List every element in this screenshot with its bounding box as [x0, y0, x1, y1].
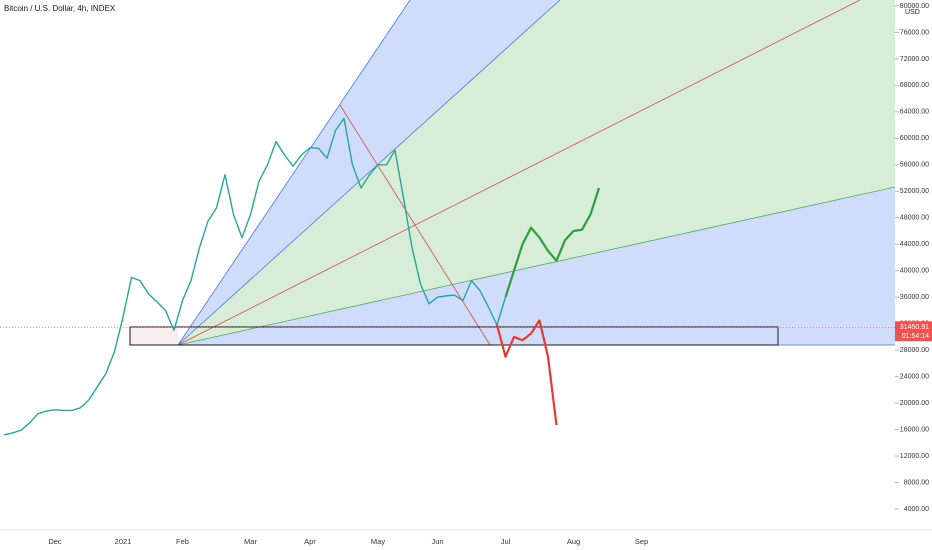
y-tick-label: 48000.00	[900, 215, 929, 222]
chart-title: Bitcoin / U.S. Dollar, 4h, INDEX	[4, 4, 116, 13]
axes: 4000.00 8000.00 12000.00 16000.00 20000.00 24…	[48, 3, 932, 546]
x-tick-label: Jul	[501, 537, 511, 546]
y-tick-label: 80000.00	[900, 3, 929, 10]
price-line	[495, 319, 558, 426]
price-line	[504, 187, 601, 298]
y-tick-label: 56000.00	[900, 162, 929, 169]
y-tick-label: 52000.00	[900, 188, 929, 195]
fan-green-zone	[178, 0, 895, 345]
y-tick-label: 20000.00	[900, 400, 929, 407]
x-tick-label: Mar	[244, 537, 257, 546]
y-tick-label: 40000.00	[900, 268, 929, 275]
y-tick-label: 44000.00	[900, 241, 929, 248]
fan-ray	[177, 0, 861, 346]
x-tick-label: Aug	[567, 537, 580, 546]
fan-ray	[177, 0, 561, 346]
fan-ray	[177, 0, 411, 346]
x-tick-label: May	[371, 537, 385, 546]
y-tick-label: 72000.00	[900, 56, 929, 63]
y-tick-label: 8000.00	[904, 479, 929, 486]
fan-ray	[177, 186, 896, 346]
y-tick-label: 24000.00	[900, 373, 929, 380]
trend-line	[339, 104, 491, 346]
countdown-label: 01:54:14	[902, 333, 929, 340]
drawings	[129, 0, 896, 346]
y-tick-label: 12000.00	[900, 453, 929, 460]
y-tick-label: 16000.00	[900, 426, 929, 433]
price-axis-panel	[895, 0, 932, 550]
x-tick-label: Sep	[635, 537, 648, 546]
y-axis-label: USD	[905, 9, 920, 16]
x-tick-label: Feb	[176, 537, 189, 546]
zone-left	[130, 327, 178, 345]
y-tick-label: 36000.00	[900, 294, 929, 301]
plot	[0, 117, 895, 436]
last-price-label: 31450.91	[900, 324, 929, 331]
x-tick-label: Apr	[304, 537, 316, 546]
y-tick-label: 76000.00	[900, 29, 929, 36]
y-tick-label: 60000.00	[900, 135, 929, 142]
y-tick-label: 4000.00	[904, 506, 929, 513]
x-tick-label: 2021	[115, 537, 132, 546]
y-tick-label: 64000.00	[900, 109, 929, 116]
y-tick-label: 68000.00	[900, 82, 929, 89]
y-tick-label: 28000.00	[900, 347, 929, 354]
range-box	[129, 326, 779, 346]
x-tick-label: Jun	[431, 537, 443, 546]
price-line	[3, 117, 507, 436]
last-price-tag	[895, 321, 932, 342]
x-tick-label: Dec	[48, 537, 62, 546]
